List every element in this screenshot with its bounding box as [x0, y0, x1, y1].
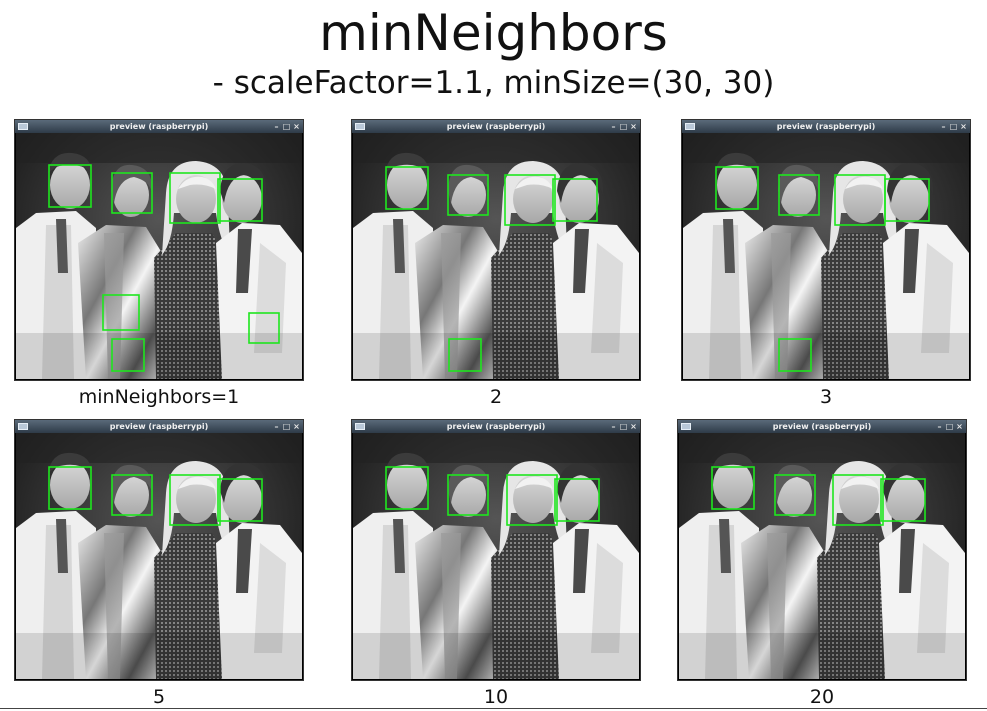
detection-box [169, 172, 221, 224]
detection-box [774, 474, 816, 516]
minimize-icon[interactable]: – [941, 122, 946, 131]
window-titlebar[interactable]: preview (raspberrypi) – □ × [352, 120, 640, 133]
preview-image [683, 133, 969, 379]
maximize-icon[interactable]: □ [949, 122, 958, 131]
window-titlebar[interactable]: preview (raspberrypi) – □ × [352, 420, 640, 433]
detection-box [832, 474, 884, 526]
panel-caption: minNeighbors=1 [78, 386, 240, 408]
preview-image [353, 133, 639, 379]
detection-box [778, 174, 820, 216]
close-icon[interactable]: × [630, 122, 637, 131]
detection-box [778, 338, 812, 372]
detection-box [169, 474, 221, 526]
window-titlebar[interactable]: preview (raspberrypi) – □ × [682, 120, 970, 133]
detection-box [48, 466, 92, 510]
detection-box [217, 478, 263, 522]
app-icon[interactable] [18, 423, 28, 430]
panel-caption: 5 [152, 686, 166, 708]
detection-box [552, 178, 598, 222]
window-titlebar[interactable]: preview (raspberrypi) – □ × [15, 420, 303, 433]
detection-box [385, 466, 429, 510]
app-icon[interactable] [681, 423, 691, 430]
detection-box [111, 338, 145, 372]
app-icon[interactable] [355, 423, 365, 430]
preview-window[interactable]: preview (raspberrypi) – □ × [678, 420, 966, 680]
maximize-icon[interactable]: □ [619, 422, 628, 431]
window-title: preview (raspberrypi) [446, 122, 546, 131]
detection-box [248, 312, 280, 344]
detection-box [506, 474, 558, 526]
detection-box [884, 178, 930, 222]
slide-title: minNeighbors [319, 4, 668, 62]
detection-box [447, 174, 489, 216]
close-icon[interactable]: × [293, 422, 300, 431]
preview-window[interactable]: preview (raspberrypi) – □ × [15, 420, 303, 680]
window-title: preview (raspberrypi) [446, 422, 546, 431]
preview-window[interactable]: preview (raspberrypi) – □ × [682, 120, 970, 380]
minimize-icon[interactable]: – [937, 422, 942, 431]
maximize-icon[interactable]: □ [619, 122, 628, 131]
minimize-icon[interactable]: – [611, 122, 616, 131]
detection-box [111, 474, 153, 516]
window-title: preview (raspberrypi) [776, 122, 876, 131]
maximize-icon[interactable]: □ [282, 422, 291, 431]
close-icon[interactable]: × [293, 122, 300, 131]
detection-box [880, 478, 926, 522]
close-icon[interactable]: × [630, 422, 637, 431]
preview-image [679, 433, 965, 679]
panel-caption: 10 [483, 686, 509, 708]
window-titlebar[interactable]: preview (raspberrypi) – □ × [678, 420, 966, 433]
preview-window[interactable]: preview (raspberrypi) – □ × [352, 120, 640, 380]
preview-image [353, 433, 639, 679]
panel-caption: 20 [809, 686, 835, 708]
detection-box [102, 294, 140, 331]
detection-box [554, 478, 600, 522]
maximize-icon[interactable]: □ [282, 122, 291, 131]
preview-image [16, 133, 302, 379]
detection-box [715, 166, 759, 210]
slide-subtitle: - scaleFactor=1.1, minSize=(30, 30) [212, 65, 775, 101]
app-icon[interactable] [685, 123, 695, 130]
bottom-divider [0, 708, 987, 709]
preview-image [16, 433, 302, 679]
detection-box [504, 174, 556, 226]
close-icon[interactable]: × [960, 122, 967, 131]
window-title: preview (raspberrypi) [109, 422, 209, 431]
detection-box [48, 164, 92, 208]
app-icon[interactable] [355, 123, 365, 130]
panel-caption: 3 [819, 386, 833, 408]
window-title: preview (raspberrypi) [109, 122, 209, 131]
detection-box [385, 166, 429, 210]
detection-box [711, 466, 755, 510]
minimize-icon[interactable]: – [274, 422, 279, 431]
detection-box [111, 172, 153, 214]
detection-box [447, 474, 489, 516]
app-icon[interactable] [18, 123, 28, 130]
minimize-icon[interactable]: – [274, 122, 279, 131]
maximize-icon[interactable]: □ [945, 422, 954, 431]
window-title: preview (raspberrypi) [772, 422, 872, 431]
detection-box [448, 338, 482, 372]
preview-window[interactable]: preview (raspberrypi) – □ × [15, 120, 303, 380]
preview-window[interactable]: preview (raspberrypi) – □ × [352, 420, 640, 680]
minimize-icon[interactable]: – [611, 422, 616, 431]
window-titlebar[interactable]: preview (raspberrypi) – □ × [15, 120, 303, 133]
detection-box [217, 178, 263, 222]
panel-caption: 2 [489, 386, 503, 408]
close-icon[interactable]: × [956, 422, 963, 431]
